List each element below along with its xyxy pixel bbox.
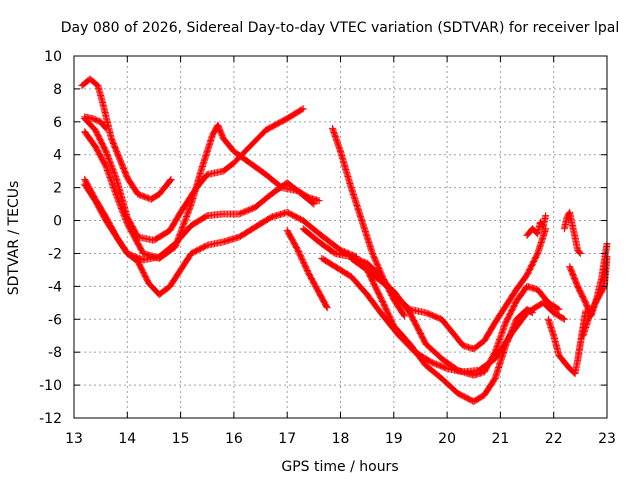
- data-marker-trace: [560, 208, 584, 257]
- series-arc13: [523, 212, 550, 239]
- y-tick-label: -4: [48, 279, 62, 295]
- x-axis-label: GPS time / hours: [281, 459, 398, 475]
- series-arc16: [566, 240, 611, 320]
- ticks: 13 14 15 16 17 18 19 20 21 22 23 -12 -10 -8 -6 -4 -2 0 2 4 6…: [39, 49, 616, 447]
- y-tick-label: 8: [53, 82, 62, 98]
- data-marker-trace: [81, 180, 360, 299]
- data-marker-trace: [78, 75, 175, 203]
- x-tick-label: 20: [438, 431, 456, 447]
- data-marker-trace: [363, 266, 536, 405]
- x-tick-label: 22: [545, 431, 563, 447]
- y-tick-label: -2: [48, 246, 62, 262]
- x-tick-label: 17: [278, 431, 296, 447]
- series-arc12: [363, 266, 536, 405]
- y-tick-label: 0: [53, 214, 62, 230]
- x-tick-label: 23: [598, 431, 616, 447]
- y-tick-label: -12: [39, 411, 62, 427]
- series-arc14: [544, 307, 590, 378]
- x-tick-label: 18: [332, 431, 350, 447]
- y-tick-label: 2: [53, 181, 62, 197]
- y-tick-label: 10: [44, 49, 62, 65]
- y-axis-label: SDTVAR / TECUs: [6, 181, 22, 296]
- data-marker-trace: [283, 226, 331, 312]
- y-tick-label: 4: [53, 148, 62, 164]
- data-marker-trace: [566, 240, 611, 320]
- x-tick-label: 15: [172, 431, 190, 447]
- data-points: [78, 75, 611, 405]
- y-tick-label: -8: [48, 345, 62, 361]
- x-tick-label: 19: [385, 431, 403, 447]
- data-marker-trace: [81, 105, 307, 244]
- x-tick-label: 13: [65, 431, 83, 447]
- x-tick-label: 21: [491, 431, 509, 447]
- x-tick-label: 16: [225, 431, 243, 447]
- series-arc4: [81, 105, 307, 244]
- series-arc1: [78, 75, 175, 203]
- series-arc7: [283, 226, 331, 312]
- data-marker-trace: [544, 307, 590, 378]
- series-arc15: [560, 208, 584, 257]
- series-arc17: [579, 253, 611, 340]
- y-tick-label: 6: [53, 115, 62, 131]
- x-tick-label: 14: [118, 431, 136, 447]
- data-marker-trace: [579, 253, 611, 340]
- series-arc6: [81, 180, 360, 299]
- data-marker-trace: [523, 212, 550, 239]
- chart-title: Day 080 of 2026, Sidereal Day-to-day VTE…: [61, 20, 619, 36]
- data-marker-trace: [347, 254, 563, 379]
- series-arc11: [347, 254, 563, 379]
- y-tick-label: -10: [39, 378, 62, 394]
- y-tick-label: -6: [48, 312, 62, 328]
